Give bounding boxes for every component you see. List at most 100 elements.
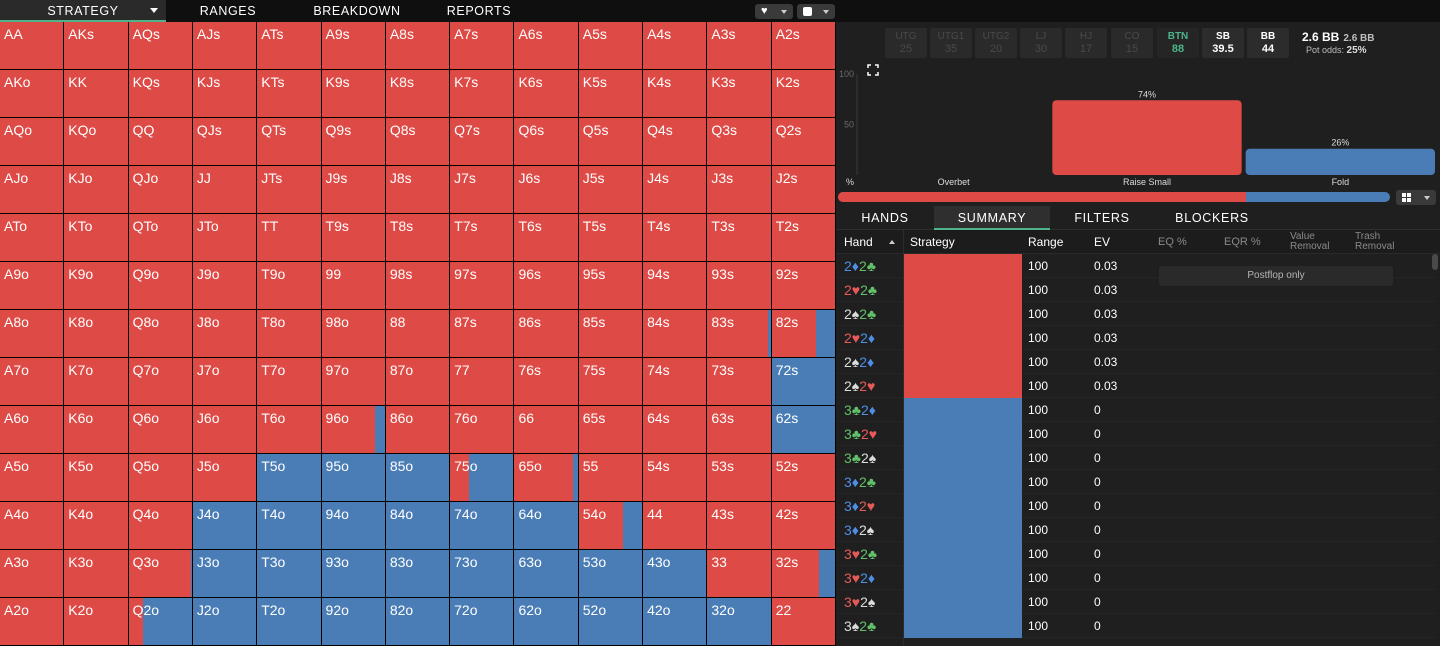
grid-cell-63o[interactable]: 63o [514, 550, 578, 597]
grid-cell-ATs[interactable]: ATs [257, 22, 321, 69]
grid-cell-AJo[interactable]: AJo [0, 166, 64, 213]
grid-cell-K7s[interactable]: K7s [450, 70, 514, 117]
grid-cell-94o[interactable]: 94o [321, 502, 385, 549]
grid-cell-KTs[interactable]: KTs [257, 70, 321, 117]
grid-cell-85o[interactable]: 85o [385, 454, 450, 501]
grid-cell-A7o[interactable]: A7o [0, 358, 64, 405]
grid-cell-82s[interactable]: 82s [771, 310, 835, 357]
grid-cell-T6s[interactable]: T6s [514, 214, 578, 261]
grid-cell-T9s[interactable]: T9s [321, 214, 385, 261]
grid-cell-T4s[interactable]: T4s [643, 214, 707, 261]
grid-cell-A8o[interactable]: A8o [0, 310, 64, 357]
grid-cell-43o[interactable]: 43o [643, 550, 707, 597]
grid-cell-74s[interactable]: 74s [643, 358, 707, 405]
grid-cell-K6o[interactable]: K6o [64, 406, 128, 453]
grid-cell-33[interactable]: 33 [707, 550, 771, 597]
grid-cell-Q6o[interactable]: Q6o [128, 406, 192, 453]
grid-cell-K4s[interactable]: K4s [643, 70, 707, 117]
grid-cell-94s[interactable]: 94s [643, 262, 707, 309]
grid-cell-AKo[interactable]: AKo [0, 70, 64, 117]
grid-cell-84s[interactable]: 84s [643, 310, 707, 357]
grid-cell-A6s[interactable]: A6s [514, 22, 578, 69]
grid-cell-64o[interactable]: 64o [514, 502, 578, 549]
grid-cell-T2o[interactable]: T2o [257, 598, 321, 645]
grid-cell-96s[interactable]: 96s [514, 262, 578, 309]
grid-cell-92o[interactable]: 92o [321, 598, 385, 645]
column-eqr[interactable]: EQR % [1224, 236, 1261, 248]
grid-cell-J5s[interactable]: J5s [578, 166, 643, 213]
grid-cell-97s[interactable]: 97s [450, 262, 514, 309]
grid-cell-J2s[interactable]: J2s [771, 166, 835, 213]
grid-cell-87o[interactable]: 87o [385, 358, 450, 405]
grid-cell-Q7o[interactable]: Q7o [128, 358, 192, 405]
grid-cell-54s[interactable]: 54s [643, 454, 707, 501]
grid-cell-86o[interactable]: 86o [385, 406, 450, 453]
grid-cell-Q7s[interactable]: Q7s [450, 118, 514, 165]
grid-cell-85s[interactable]: 85s [578, 310, 643, 357]
position-btn[interactable]: BTN 88 [1157, 28, 1199, 58]
grid-cell-84o[interactable]: 84o [385, 502, 450, 549]
grid-cell-75o[interactable]: 75o [450, 454, 514, 501]
grid-cell-ATo[interactable]: ATo [0, 214, 64, 261]
grid-cell-T7o[interactable]: T7o [257, 358, 321, 405]
grid-cell-JJ[interactable]: JJ [192, 166, 257, 213]
grid-cell-J5o[interactable]: J5o [192, 454, 257, 501]
grid-cell-Q6s[interactable]: Q6s [514, 118, 578, 165]
grid-cell-66[interactable]: 66 [514, 406, 578, 453]
grid-cell-86s[interactable]: 86s [514, 310, 578, 357]
grid-cell-44[interactable]: 44 [643, 502, 707, 549]
grid-cell-AJs[interactable]: AJs [192, 22, 257, 69]
grid-cell-73o[interactable]: 73o [450, 550, 514, 597]
grid-cell-A7s[interactable]: A7s [450, 22, 514, 69]
grid-cell-J7o[interactable]: J7o [192, 358, 257, 405]
grid-cell-Q5s[interactable]: Q5s [578, 118, 643, 165]
grid-cell-J6s[interactable]: J6s [514, 166, 578, 213]
view-mode-dropdown[interactable] [1396, 190, 1436, 205]
grid-cell-JTo[interactable]: JTo [192, 214, 257, 261]
position-hj[interactable]: HJ 17 [1065, 28, 1107, 58]
grid-cell-54o[interactable]: 54o [578, 502, 643, 549]
grid-cell-32s[interactable]: 32s [771, 550, 835, 597]
grid-cell-98s[interactable]: 98s [385, 262, 450, 309]
grid-cell-95s[interactable]: 95s [578, 262, 643, 309]
grid-cell-K7o[interactable]: K7o [64, 358, 128, 405]
grid-cell-KQs[interactable]: KQs [128, 70, 192, 117]
grid-cell-K6s[interactable]: K6s [514, 70, 578, 117]
grid-cell-K8o[interactable]: K8o [64, 310, 128, 357]
position-bb[interactable]: BB 44 [1247, 28, 1289, 58]
grid-cell-J3o[interactable]: J3o [192, 550, 257, 597]
grid-cell-AA[interactable]: AA [0, 22, 64, 69]
grid-cell-Q9o[interactable]: Q9o [128, 262, 192, 309]
grid-cell-K2s[interactable]: K2s [771, 70, 835, 117]
grid-cell-A4o[interactable]: A4o [0, 502, 64, 549]
grid-cell-QJs[interactable]: QJs [192, 118, 257, 165]
grid-cell-62o[interactable]: 62o [514, 598, 578, 645]
grid-cell-T5s[interactable]: T5s [578, 214, 643, 261]
grid-cell-A2s[interactable]: A2s [771, 22, 835, 69]
position-utg1[interactable]: UTG1 35 [930, 28, 972, 58]
table-row[interactable]: 3♥2♦ 100 0 [836, 566, 1436, 590]
table-scrollbar[interactable] [1432, 254, 1438, 270]
grid-cell-AKs[interactable]: AKs [64, 22, 128, 69]
grid-cell-65o[interactable]: 65o [514, 454, 578, 501]
grid-cell-K3o[interactable]: K3o [64, 550, 128, 597]
tab-ranges[interactable]: RANGES [199, 4, 257, 18]
grid-cell-JTs[interactable]: JTs [257, 166, 321, 213]
grid-cell-22[interactable]: 22 [771, 598, 835, 645]
grid-cell-92s[interactable]: 92s [771, 262, 835, 309]
grid-cell-Q4s[interactable]: Q4s [643, 118, 707, 165]
grid-cell-87s[interactable]: 87s [450, 310, 514, 357]
grid-cell-J6o[interactable]: J6o [192, 406, 257, 453]
grid-cell-TT[interactable]: TT [257, 214, 321, 261]
grid-cell-T3o[interactable]: T3o [257, 550, 321, 597]
grid-cell-74o[interactable]: 74o [450, 502, 514, 549]
grid-cell-Q3s[interactable]: Q3s [707, 118, 771, 165]
grid-cell-K3s[interactable]: K3s [707, 70, 771, 117]
grid-cell-Q4o[interactable]: Q4o [128, 502, 192, 549]
grid-cell-T7s[interactable]: T7s [450, 214, 514, 261]
grid-cell-QQ[interactable]: QQ [128, 118, 192, 165]
grid-cell-99[interactable]: 99 [321, 262, 385, 309]
sort-ascending-icon[interactable] [889, 240, 895, 244]
tab-breakdown[interactable]: BREAKDOWN [313, 4, 401, 18]
column-value-removal[interactable]: Value Removal [1290, 232, 1329, 252]
